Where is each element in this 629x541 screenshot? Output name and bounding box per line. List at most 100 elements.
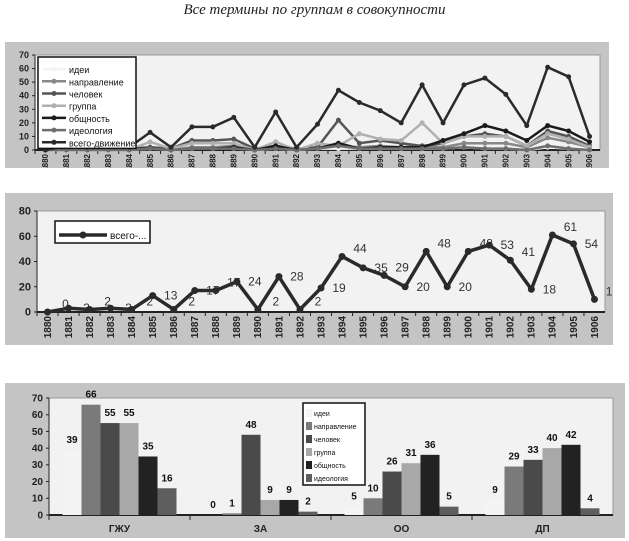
x-tick-label: 1890 [253,316,264,339]
data-label: 5 [446,492,452,503]
x-tick-label: 1881 [64,316,75,339]
data-point [398,138,404,143]
x-tick-label: 1884 [127,316,138,339]
data-point [587,133,593,139]
legend-label: идеи [314,411,330,418]
data-point [461,131,467,137]
data-label: 0 [62,297,69,311]
x-tick-label: 1902 [506,316,517,339]
data-label: 40 [546,433,558,444]
category-label: ДП [535,524,549,535]
legend-swatch [306,409,312,417]
data-label: 35 [142,442,154,453]
data-point [503,146,509,152]
x-tick-label: 1891 [271,153,280,168]
legend-label: всего-движение [69,138,135,148]
data-label: 4 [587,493,593,504]
bar-общность [420,454,440,515]
data-label: 48 [245,420,257,431]
data-label: 2 [315,294,322,308]
legend-label: всего-... [110,231,146,242]
data-label: 55 [104,408,116,419]
x-tick-label: 1895 [355,153,364,168]
legend [54,220,151,244]
bar-направление [81,404,101,515]
y-tick-label: 60 [19,64,29,74]
data-point [380,271,388,279]
data-label: 53 [501,238,515,252]
data-point [506,256,514,264]
data-label: 10 [367,483,379,494]
bar-направление [363,498,383,515]
legend-label: группа [314,450,335,457]
data-point [524,147,530,153]
x-tick-label: 1895 [358,316,369,339]
data-point [356,100,362,105]
data-point [566,128,572,134]
legend-marker [51,139,57,145]
data-point [212,287,220,295]
bar-человек [523,459,543,515]
data-point [252,144,258,150]
data-point [461,82,467,88]
x-tick-label: 1883 [104,153,113,168]
bar-группа [260,499,280,515]
data-label: 61 [564,220,578,234]
y-tick-label: 40 [19,91,29,101]
data-label: 2 [188,294,195,308]
data-label: 26 [386,457,398,468]
bar-идеи [62,449,82,515]
legend [302,402,366,486]
data-label: 66 [85,390,97,401]
x-tick-label: 1892 [295,316,306,339]
legend-label: общность [314,462,346,470]
x-tick-label: 1900 [464,316,475,339]
x-tick-label: 1893 [316,316,327,339]
data-point [170,305,178,313]
data-point [210,146,216,152]
data-point [315,121,320,127]
chart-total: 0 20 40 60 80 1880 1881 1882 1883 1884 1885 1886 188… [5,193,613,345]
x-tick-label: 1901 [481,153,490,168]
data-point [443,283,451,291]
y-tick-label: 40 [32,443,44,454]
data-point [273,109,279,115]
legend-label: человек [69,90,102,100]
legend-marker [51,91,57,96]
data-point [356,131,362,137]
legend-label: направление [69,77,124,87]
y-tick-label: 70 [32,393,44,404]
data-point [545,135,551,141]
data-label: 28 [290,270,304,284]
bar-группа [542,448,562,515]
bar-группа [401,463,421,515]
y-tick-label: 30 [19,104,29,114]
data-point [359,264,367,272]
legend-swatch [306,422,312,430]
data-point [503,91,509,97]
y-tick-label: 0 [25,307,31,319]
data-point [461,144,467,150]
category-label: ЗА [254,524,268,535]
x-tick-label: 1899 [439,153,448,168]
x-tick-label: 1888 [209,153,218,168]
data-point [335,117,341,123]
legend-marker [79,231,87,239]
data-point [545,131,551,137]
data-point [587,139,593,145]
x-tick-label: 1889 [232,316,243,339]
x-tick-label: 1880 [43,316,54,339]
x-tick-label: 1902 [502,153,511,168]
x-tick-label: 1898 [422,316,433,339]
x-tick-label: 1880 [41,153,50,168]
data-label: 2 [273,294,280,308]
data-point [147,139,153,145]
data-point [149,292,157,300]
data-point [398,146,404,152]
legend-label: идеология [69,126,113,136]
data-point [482,146,488,152]
data-point [233,278,241,286]
data-label: 2 [146,294,153,308]
data-point [147,129,153,135]
data-point [503,133,509,139]
